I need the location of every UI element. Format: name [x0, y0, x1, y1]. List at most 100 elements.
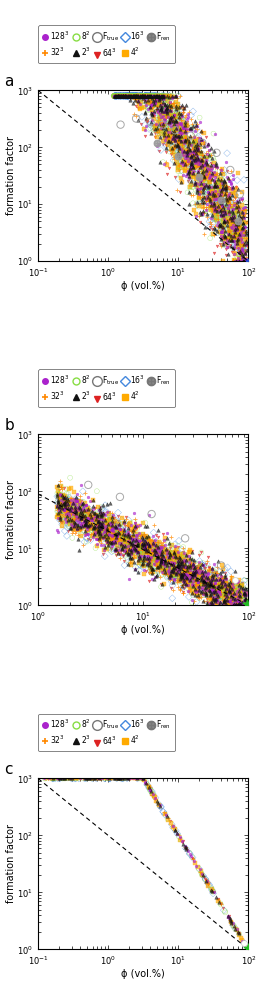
Point [126, 88, 130, 103]
Point [173, 118, 178, 134]
Point [102, 770, 107, 786]
Point [204, 171, 208, 187]
Point [173, 568, 177, 584]
Point [135, 519, 139, 535]
Point [218, 895, 222, 911]
Point [99, 528, 103, 544]
Point [201, 155, 205, 170]
Point [149, 88, 153, 103]
Point [98, 499, 102, 515]
Point [201, 184, 205, 200]
Point [206, 191, 210, 207]
Point [151, 88, 155, 103]
Point [129, 88, 133, 103]
Point [168, 561, 173, 577]
Point [89, 770, 94, 786]
Point [161, 557, 165, 572]
Point [216, 569, 220, 585]
Point [219, 208, 223, 224]
Point [131, 546, 135, 561]
Point [154, 553, 159, 568]
Point [170, 819, 174, 834]
Point [159, 559, 163, 575]
Point [191, 586, 195, 602]
Point [117, 770, 121, 786]
Point [235, 237, 239, 253]
Point [198, 146, 202, 162]
Point [180, 566, 184, 582]
Point [118, 88, 122, 103]
Point [172, 557, 176, 572]
Point [153, 119, 157, 135]
Point [113, 88, 117, 103]
Point [242, 253, 246, 269]
Point [133, 88, 137, 103]
Point [125, 88, 129, 103]
Point [158, 116, 162, 132]
Point [200, 558, 205, 573]
Point [239, 209, 243, 225]
Point [127, 88, 131, 103]
Point [213, 587, 217, 603]
Point [196, 565, 200, 581]
Point [129, 88, 133, 103]
Point [121, 88, 125, 103]
Point [128, 525, 132, 541]
Point [121, 88, 125, 103]
Point [163, 127, 167, 143]
Point [138, 517, 142, 533]
Point [228, 591, 233, 607]
Point [183, 838, 187, 854]
Point [237, 588, 241, 604]
Point [99, 519, 103, 535]
Point [197, 590, 201, 606]
Point [165, 530, 169, 546]
Point [71, 515, 75, 531]
Point [218, 187, 222, 203]
Point [151, 549, 156, 564]
Point [193, 151, 197, 166]
Point [152, 537, 156, 553]
Point [140, 536, 144, 552]
Point [215, 213, 219, 229]
Point [183, 557, 187, 572]
Point [176, 539, 180, 555]
Point [189, 158, 194, 173]
Point [221, 589, 226, 605]
Point [154, 93, 159, 108]
Point [166, 124, 170, 140]
Point [148, 88, 152, 103]
Point [133, 515, 138, 531]
Point [167, 160, 171, 175]
Point [165, 157, 170, 172]
Point [226, 204, 230, 220]
Point [115, 537, 119, 553]
Point [120, 541, 124, 557]
Point [191, 578, 195, 594]
Point [162, 88, 166, 103]
Point [83, 512, 87, 528]
Point [208, 576, 212, 592]
Point [164, 140, 168, 156]
Point [155, 547, 159, 562]
Point [113, 88, 118, 103]
Point [233, 253, 237, 269]
Point [236, 240, 240, 256]
Point [171, 113, 176, 129]
Point [159, 99, 163, 115]
Point [140, 88, 144, 103]
Point [117, 88, 121, 103]
Point [159, 109, 163, 125]
Point [232, 918, 236, 934]
Point [200, 867, 204, 883]
Point [214, 200, 219, 216]
Point [202, 171, 206, 187]
Point [182, 123, 187, 139]
Point [216, 198, 220, 214]
Point [142, 548, 146, 563]
Point [150, 91, 154, 106]
Point [130, 531, 134, 547]
Point [85, 501, 89, 517]
Point [164, 144, 168, 160]
Point [114, 88, 118, 103]
